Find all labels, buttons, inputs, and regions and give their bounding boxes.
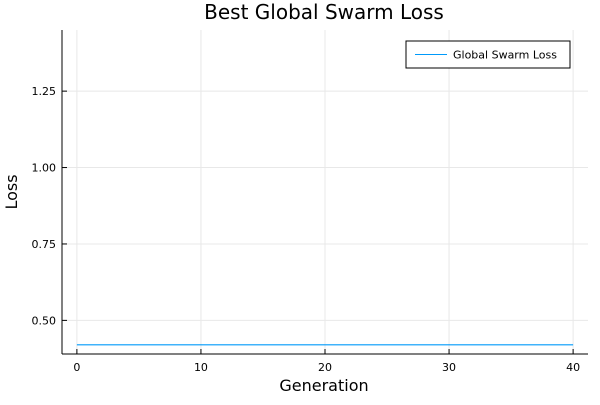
x-tick-label-0: 0 — [73, 361, 80, 374]
tick-layer: 0 10 20 30 40 0.50 0.75 1.00 1.25 — [32, 85, 581, 374]
legend-label-global-swarm-loss: Global Swarm Loss — [453, 49, 557, 62]
y-tick-label-2: 1.00 — [32, 162, 57, 175]
y-tick-label-0: 0.50 — [32, 314, 57, 327]
y-axis-label: Loss — [2, 174, 21, 209]
y-tick-label-1: 0.75 — [32, 238, 57, 251]
x-tick-label-1: 10 — [194, 361, 208, 374]
x-tick-label-3: 30 — [442, 361, 456, 374]
legend: Global Swarm Loss — [405, 40, 571, 69]
grid-layer — [62, 30, 588, 354]
x-axis-label: Generation — [279, 376, 368, 395]
x-tick-label-2: 20 — [318, 361, 332, 374]
chart-title: Best Global Swarm Loss — [204, 0, 444, 24]
y-tick-label-3: 1.25 — [32, 85, 57, 98]
x-tick-label-4: 40 — [566, 361, 580, 374]
